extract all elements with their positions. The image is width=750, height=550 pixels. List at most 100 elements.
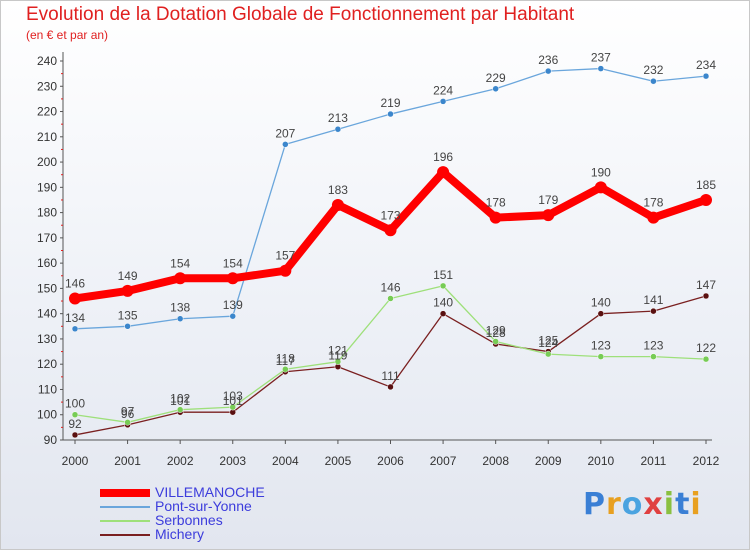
x-tick-label: 2004 xyxy=(272,454,299,468)
data-point xyxy=(597,310,605,317)
data-label: 154 xyxy=(223,256,243,270)
data-point xyxy=(647,211,660,224)
data-label: 96 xyxy=(121,407,135,421)
chart-subtitle: (en € et par an) xyxy=(26,28,109,42)
data-point xyxy=(279,264,292,277)
data-point xyxy=(702,292,710,300)
data-label: 229 xyxy=(486,71,506,85)
data-label: 122 xyxy=(696,341,716,355)
data-point xyxy=(229,312,236,320)
y-tick-label: 90 xyxy=(44,433,58,447)
y-tick-label: 190 xyxy=(37,180,57,194)
data-label: 121 xyxy=(328,344,348,358)
data-label: 140 xyxy=(433,296,453,310)
data-label: 119 xyxy=(328,349,347,363)
data-label: 123 xyxy=(643,339,663,353)
data-label: 178 xyxy=(486,196,506,210)
data-label: 236 xyxy=(538,53,558,67)
x-tick-label: 2003 xyxy=(219,454,246,468)
data-point xyxy=(229,403,236,411)
data-label: 178 xyxy=(643,196,663,210)
y-tick-label: 130 xyxy=(37,332,57,346)
x-tick-label: 2011 xyxy=(641,454,667,468)
data-label: 232 xyxy=(643,63,663,77)
legend-label: VILLEMANOCHE xyxy=(155,484,265,500)
x-tick-label: 2010 xyxy=(587,454,614,468)
data-label: 185 xyxy=(696,178,716,192)
legend-item: Pont-sur-Yonne xyxy=(100,498,360,514)
proxiti-logo: Proxiti xyxy=(583,487,702,522)
data-label: 237 xyxy=(591,51,611,65)
data-point xyxy=(124,419,131,426)
legend-item: Michery xyxy=(100,526,360,542)
data-label: 213 xyxy=(328,111,348,125)
x-tick-label: 2002 xyxy=(167,454,194,468)
data-label: 123 xyxy=(591,339,611,353)
data-point xyxy=(650,77,657,85)
logo-letter: t xyxy=(675,487,691,522)
data-label: 101 xyxy=(170,394,190,408)
x-tick-label: 2001 xyxy=(114,454,141,468)
data-point xyxy=(71,431,79,439)
x-tick-label: 2005 xyxy=(325,454,352,468)
data-label: 103 xyxy=(223,389,243,403)
data-label: 102 xyxy=(170,392,190,406)
logo-letter: r xyxy=(606,487,622,522)
data-label: 135 xyxy=(118,308,138,322)
x-tick-label: 2000 xyxy=(62,454,89,468)
data-point xyxy=(439,310,447,317)
y-tick-label: 160 xyxy=(37,256,57,270)
data-label: 129 xyxy=(486,323,506,337)
data-point xyxy=(439,98,447,105)
data-point xyxy=(124,323,131,330)
data-point xyxy=(702,355,710,363)
data-label: 100 xyxy=(65,397,85,411)
data-point xyxy=(282,141,289,148)
data-label: 125 xyxy=(538,334,558,348)
data-label: 97 xyxy=(121,404,135,418)
y-tick-label: 140 xyxy=(37,307,57,321)
data-point xyxy=(597,353,605,360)
legend-swatch xyxy=(100,506,150,508)
x-tick-label: 2007 xyxy=(430,454,457,468)
data-point xyxy=(702,72,710,80)
data-point xyxy=(650,307,657,315)
data-label: 141 xyxy=(643,293,663,307)
data-point xyxy=(121,284,134,297)
data-label: 234 xyxy=(696,58,716,72)
data-label: 196 xyxy=(433,150,453,164)
data-point xyxy=(69,292,81,305)
data-label: 118 xyxy=(276,351,295,365)
chart-title: Evolution de la Dotation Globale de Fonc… xyxy=(26,4,575,25)
data-point xyxy=(700,193,712,206)
data-label: 138 xyxy=(170,301,190,315)
x-tick-label: 2006 xyxy=(377,454,404,468)
data-label: 147 xyxy=(696,278,716,292)
data-point xyxy=(334,358,342,365)
data-label: 154 xyxy=(170,256,190,270)
data-label: 183 xyxy=(328,183,348,197)
y-tick-label: 150 xyxy=(37,281,57,295)
data-label: 146 xyxy=(380,281,400,295)
logo-letter: i xyxy=(663,487,676,522)
data-point xyxy=(387,295,394,302)
data-point xyxy=(71,411,79,418)
data-label: 111 xyxy=(381,369,400,383)
data-point xyxy=(437,166,450,179)
y-tick-label: 170 xyxy=(37,231,57,245)
x-tick-label: 2008 xyxy=(482,454,509,468)
data-point xyxy=(71,325,79,333)
y-tick-label: 200 xyxy=(37,155,57,169)
y-tick-label: 240 xyxy=(37,54,57,68)
data-label: 140 xyxy=(591,296,611,310)
legend-item: VILLEMANOCHE xyxy=(100,484,360,500)
data-label: 124 xyxy=(538,336,558,350)
data-point xyxy=(174,272,187,285)
data-point xyxy=(331,199,344,212)
y-tick-label: 120 xyxy=(37,357,57,371)
legend-item: Serbonnes xyxy=(100,512,360,528)
data-label: 128 xyxy=(486,326,506,340)
data-label: 173 xyxy=(380,208,400,222)
data-point xyxy=(545,67,552,75)
data-point xyxy=(334,125,342,133)
